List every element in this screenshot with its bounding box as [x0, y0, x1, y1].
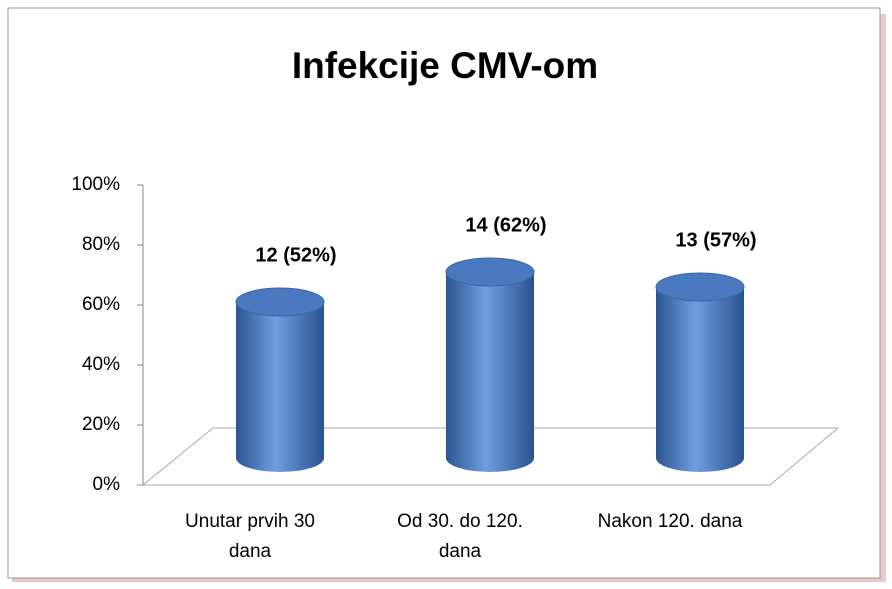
bar [235, 287, 325, 472]
x-tick-label: Nakon 120. dana [597, 511, 743, 532]
y-tick-label: 0% [93, 474, 121, 495]
x-tick-label: Unutar prvih 30 dana [185, 511, 315, 562]
bar [445, 257, 535, 472]
bar-body [656, 287, 744, 472]
bar [655, 272, 745, 472]
bar-top [235, 287, 325, 317]
data-label: 14 (62%) [465, 214, 546, 236]
bar-body [446, 272, 534, 472]
y-tick-label: 40% [82, 354, 120, 375]
data-label: 13 (57%) [675, 229, 756, 251]
y-tick-label: 60% [82, 294, 120, 315]
frame [7, 7, 881, 579]
data-label: 12 (52%) [255, 244, 336, 266]
bar-top [445, 257, 535, 287]
bar-body [236, 302, 324, 472]
y-tick-label: 20% [82, 414, 120, 435]
chart-title: Infekcije CMV-om [292, 45, 598, 86]
y-tick-label: 100% [71, 174, 120, 195]
y-tick-label: 80% [82, 234, 120, 255]
x-tick-label: Od 30. do 120. dana [397, 511, 523, 562]
bar-top [655, 272, 745, 302]
